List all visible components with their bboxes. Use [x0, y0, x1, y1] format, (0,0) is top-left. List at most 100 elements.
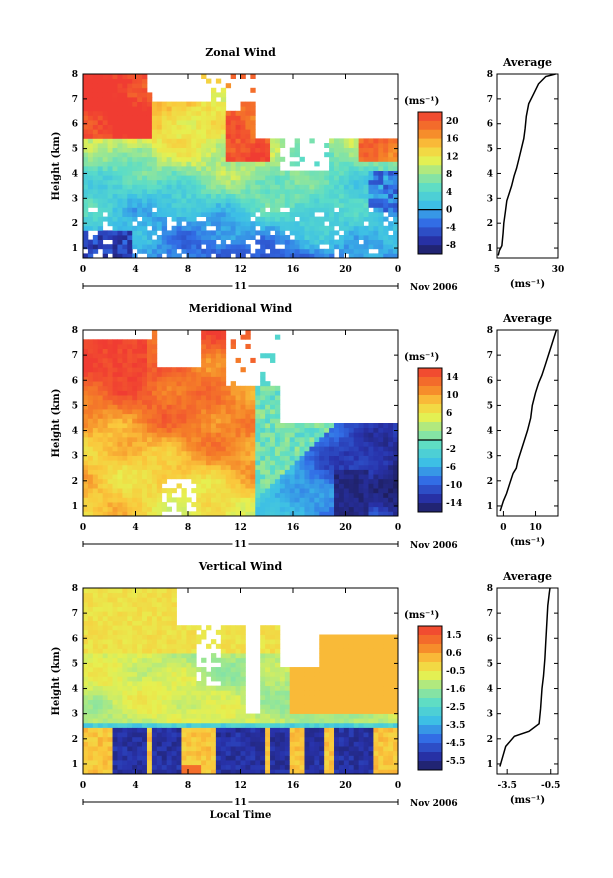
heatmap-cell: [162, 695, 167, 700]
heatmap-cell: [142, 718, 147, 723]
heatmap-cell: [329, 152, 334, 157]
heatmap-cell: [157, 611, 162, 616]
heatmap-cell: [196, 390, 201, 395]
heatmap-cell: [221, 709, 226, 714]
heatmap-cell: [137, 235, 142, 240]
heatmap-cell: [177, 372, 182, 377]
heatmap-cell: [255, 194, 260, 199]
heatmap-cell: [314, 483, 319, 488]
heatmap-cell: [300, 217, 305, 222]
heatmap-cell: [378, 502, 383, 507]
heatmap-cell: [245, 446, 250, 451]
heatmap-cell: [368, 143, 373, 148]
heatmap-cell: [226, 483, 231, 488]
heatmap-cell: [83, 217, 88, 222]
heatmap-cell: [172, 611, 177, 616]
heatmap-cell: [349, 470, 354, 475]
heatmap-cell: [113, 465, 118, 470]
heatmap-cell: [127, 446, 132, 451]
heatmap-cell: [191, 639, 196, 644]
heatmap-cell: [137, 203, 142, 208]
heatmap-cell: [137, 474, 142, 479]
heatmap-cell: [196, 456, 201, 461]
heatmap-cell: [127, 244, 132, 249]
heatmap-cell: [83, 460, 88, 465]
heatmap-cell: [137, 607, 142, 612]
heatmap-cell: [98, 102, 103, 107]
heatmap-cell: [270, 148, 275, 153]
heatmap-cell: [304, 437, 309, 442]
heatmap-cell: [383, 437, 388, 442]
heatmap-cell: [334, 180, 339, 185]
heatmap-cell: [236, 418, 241, 423]
heatmap-cell: [132, 602, 137, 607]
heatmap-cell: [241, 106, 246, 111]
heatmap-cell: [113, 240, 118, 245]
heatmap-cell: [142, 644, 147, 649]
heatmap-cell: [364, 249, 369, 254]
heatmap-cell: [93, 115, 98, 120]
heatmap-cell: [196, 404, 201, 409]
heatmap-cell: [147, 125, 152, 130]
heatmap-cell: [221, 418, 226, 423]
heatmap-cell: [186, 198, 191, 203]
heatmap-cell: [93, 344, 98, 349]
heatmap-cell: [344, 138, 349, 143]
heatmap-cell: [245, 129, 250, 134]
heatmap-cell: [142, 751, 147, 756]
heatmap-cell: [152, 166, 157, 171]
heatmap-cell: [339, 152, 344, 157]
heatmap-cell: [290, 507, 295, 512]
heatmap-cell: [260, 404, 265, 409]
heatmap-cell: [122, 765, 127, 770]
heatmap-cell: [290, 203, 295, 208]
heatmap-cell: [117, 423, 122, 428]
heatmap-cell: [83, 755, 88, 760]
heatmap-cell: [83, 88, 88, 93]
heatmap-cell: [196, 244, 201, 249]
heatmap-cell: [113, 488, 118, 493]
heatmap-cell: [309, 456, 314, 461]
heatmap-cell: [177, 681, 182, 686]
heatmap-cell: [167, 493, 172, 498]
heatmap-cell: [290, 488, 295, 493]
heatmap-cell: [241, 474, 246, 479]
heatmap-cell: [349, 143, 354, 148]
heatmap-cell: [211, 686, 216, 691]
heatmap-cell: [206, 483, 211, 488]
heatmap-cell: [354, 432, 359, 437]
heatmap-cell: [349, 488, 354, 493]
heatmap-cell: [132, 189, 137, 194]
heatmap-cell: [167, 690, 172, 695]
heatmap-cell: [88, 737, 93, 742]
heatmap-cell: [334, 157, 339, 162]
heatmap-cell: [216, 184, 221, 189]
heatmap-cell: [186, 728, 191, 733]
heatmap-cell: [142, 418, 147, 423]
heatmap-cell: [93, 203, 98, 208]
heatmap-cell: [157, 386, 162, 391]
heatmap-cell: [226, 83, 231, 88]
heatmap-cell: [368, 226, 373, 231]
heatmap-cell: [236, 437, 241, 442]
heatmap-cell: [98, 474, 103, 479]
heatmap-cell: [344, 221, 349, 226]
heatmap-cell: [181, 718, 186, 723]
heatmap-cell: [383, 456, 388, 461]
heatmap-cell: [378, 507, 383, 512]
heatmap-cell: [201, 157, 206, 162]
heatmap-cell: [117, 180, 122, 185]
heatmap-cell: [108, 470, 113, 475]
heatmap-cell: [196, 737, 201, 742]
heatmap-cell: [349, 483, 354, 488]
heatmap-cell: [167, 367, 172, 372]
heatmap-cell: [354, 189, 359, 194]
heatmap-cell: [157, 704, 162, 709]
heatmap-cell: [122, 653, 127, 658]
heatmap-cell: [142, 737, 147, 742]
heatmap-cell: [137, 363, 142, 368]
heatmap-cell: [117, 709, 122, 714]
heatmap-cell: [181, 143, 186, 148]
heatmap-cell: [300, 249, 305, 254]
heatmap-cell: [201, 349, 206, 354]
